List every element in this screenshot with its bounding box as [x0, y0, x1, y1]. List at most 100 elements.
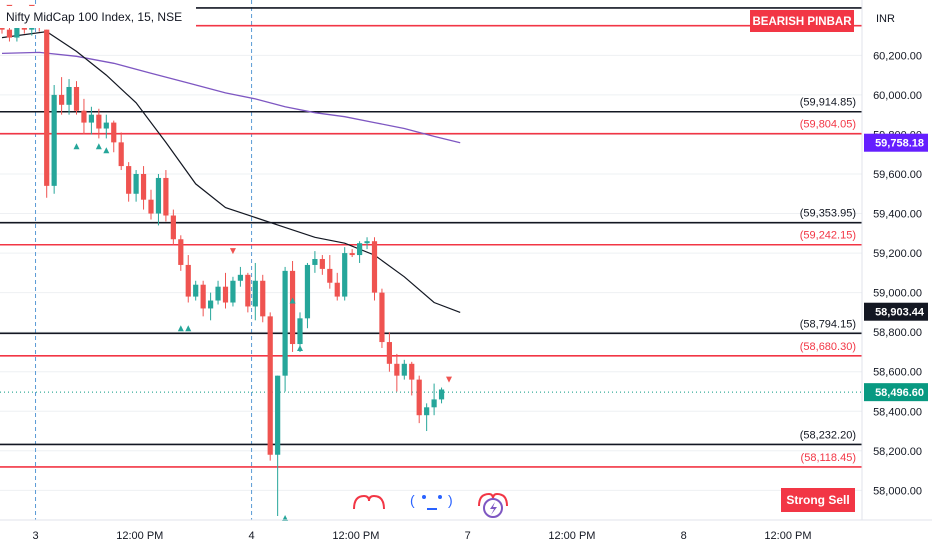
- candle: [222, 272, 229, 309]
- candle-body: [394, 363, 400, 376]
- moving-averages: [1, 30, 461, 313]
- price-tick-label: 60,000.00: [873, 90, 922, 102]
- candle-body: [386, 342, 392, 364]
- candle-body: [416, 379, 422, 416]
- strong-sell-badge[interactable]: Strong Sell: [781, 488, 855, 512]
- candle: [409, 361, 415, 396]
- candle-body: [342, 253, 348, 297]
- candle-body: [66, 86, 72, 105]
- bearish-pinbar-label: BEARISH PINBAR: [752, 16, 852, 28]
- candle-body: [237, 274, 243, 281]
- candle: [401, 359, 407, 380]
- candle: [96, 108, 102, 139]
- candle-body: [103, 122, 109, 129]
- level-label: (59,914.85): [800, 97, 856, 109]
- candle: [245, 272, 251, 313]
- candle: [208, 292, 214, 321]
- candle-body: [73, 86, 80, 111]
- candle: [88, 106, 94, 135]
- candle-body: [215, 286, 221, 301]
- candle: [334, 272, 340, 301]
- time-scale[interactable]: 3 12:00 PM 4 12:00 PM 7 12:00 PM 8 12:00 PM: [32, 530, 811, 542]
- candle: [438, 387, 445, 404]
- bearish-pinbar-badge[interactable]: BEARISH PINBAR: [750, 10, 854, 32]
- face-neutral-icon[interactable]: ( ): [410, 492, 453, 510]
- candle: [178, 235, 184, 271]
- candle-body: [304, 264, 311, 319]
- price-tick-label: 59,400.00: [873, 209, 922, 221]
- candle-body: [431, 399, 437, 408]
- candle-body: [282, 270, 288, 376]
- candle-body: [289, 270, 296, 345]
- level-label: (59,353.95): [800, 208, 856, 220]
- candle: [349, 249, 355, 258]
- time-tick-label: 12:00 PM: [764, 530, 811, 542]
- time-tick-label: 8: [681, 530, 687, 542]
- price-scale[interactable]: [862, 0, 932, 520]
- price-tag-bg: [864, 133, 928, 152]
- level-label: (58,794.15): [800, 318, 856, 330]
- candle-body: [297, 318, 303, 345]
- time-tick-label: 7: [465, 530, 471, 542]
- candle-body: [409, 363, 415, 380]
- time-tick-label: 4: [249, 530, 255, 542]
- level-label: (58,232.20): [800, 429, 856, 441]
- candle: [81, 98, 87, 135]
- candle: [51, 85, 57, 194]
- chart-title: Nifty MidCap 100 Index, 15, NSE: [6, 10, 182, 24]
- candle: [371, 237, 378, 301]
- candle-body: [51, 94, 57, 186]
- level-labels: (59,914.85) (59,804.05) (59,353.95) (59,242…: [800, 97, 856, 464]
- candle: [126, 162, 132, 202]
- time-tick-label: 12:00 PM: [548, 530, 595, 542]
- candle: [230, 276, 236, 307]
- price-tag-bg: [864, 383, 928, 402]
- price-tick-label: 58,400.00: [873, 406, 922, 418]
- candle-body: [349, 253, 355, 256]
- grid: [0, 54, 862, 491]
- lightning-face-icon[interactable]: [478, 492, 508, 518]
- ma-purple-line: [1, 51, 461, 144]
- level-label: (58,680.30): [800, 341, 856, 353]
- candle: [73, 81, 80, 115]
- signal-up-marker: [289, 297, 296, 304]
- candle-body: [312, 259, 318, 265]
- candle: [416, 375, 422, 424]
- price-tick-label: 58,600.00: [873, 367, 922, 379]
- signal-down-marker: [229, 248, 236, 255]
- price-tag-label: 58,903.44: [875, 307, 925, 319]
- candle: [282, 266, 288, 392]
- signal-up-marker: [185, 325, 192, 332]
- candle: [66, 79, 72, 115]
- candle: [59, 77, 65, 115]
- candle: [215, 280, 221, 305]
- price-tag-black: 58,903.44: [864, 302, 928, 321]
- price-tick-label: 58,000.00: [873, 485, 922, 497]
- candle: [364, 237, 370, 250]
- price-tag-label: 58,496.60: [875, 387, 924, 399]
- price-tick-label: 59,600.00: [873, 169, 922, 181]
- level-lines: [0, 7, 862, 468]
- candle-body: [44, 29, 50, 186]
- candle: [193, 280, 199, 301]
- level-label: (59,804.05): [800, 119, 856, 131]
- candle: [386, 332, 392, 372]
- title-backdrop: [0, 6, 196, 28]
- session-breaks: [35, 0, 253, 520]
- currency-label[interactable]: INR: [876, 13, 895, 25]
- candle-body: [401, 363, 407, 376]
- candle-body: [148, 199, 154, 214]
- candle: [44, 29, 50, 198]
- candle-body: [140, 173, 147, 200]
- candle: [342, 247, 348, 301]
- candle-body: [185, 264, 191, 297]
- candle: [357, 241, 363, 263]
- price-tag-green: 58,496.60: [864, 383, 928, 402]
- price-scale-ticks: 60,200.0060,000.0059,800.0059,600.0059,4…: [873, 50, 922, 497]
- price-tick-label: 58,200.00: [873, 446, 922, 458]
- candle-body: [424, 407, 430, 416]
- candle-body: [364, 241, 370, 244]
- face-sad-icon[interactable]: [353, 494, 385, 510]
